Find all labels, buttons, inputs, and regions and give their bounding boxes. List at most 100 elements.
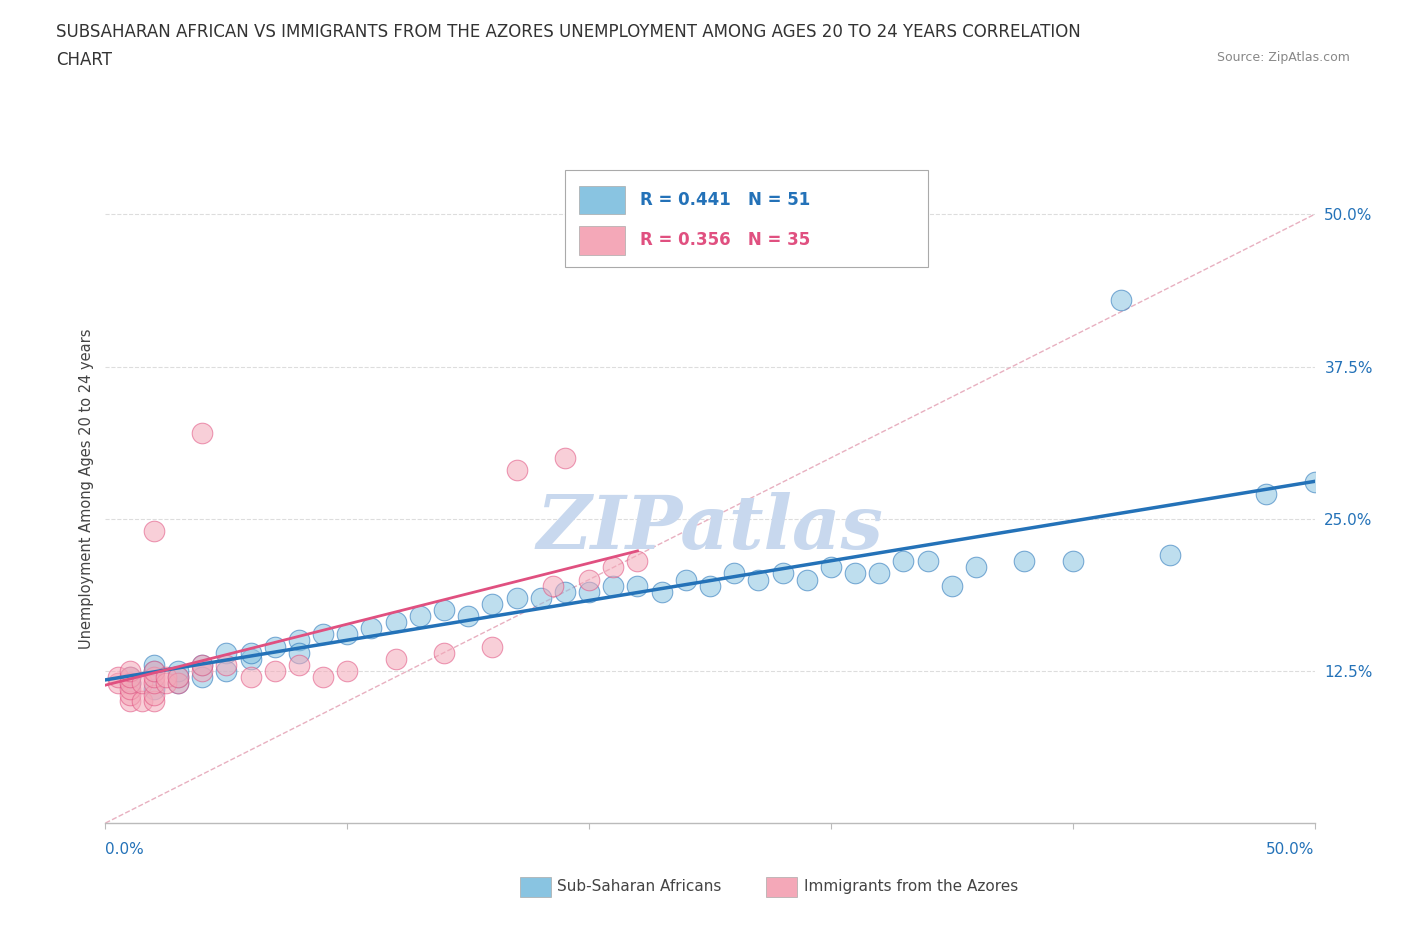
Point — [1109, 292, 1132, 307]
Point — [384, 651, 406, 666]
Point — [118, 682, 141, 697]
Point — [131, 694, 153, 709]
Point — [1303, 474, 1326, 489]
Point — [191, 426, 214, 441]
Point — [167, 670, 190, 684]
Point — [626, 554, 648, 569]
Point — [118, 675, 141, 690]
Point — [505, 462, 527, 477]
Point — [1014, 554, 1036, 569]
Point — [747, 572, 769, 587]
Point — [167, 675, 190, 690]
Point — [336, 663, 359, 678]
Point — [142, 524, 165, 538]
Point — [312, 670, 335, 684]
Point — [107, 670, 129, 684]
Point — [651, 584, 673, 599]
Point — [505, 591, 527, 605]
Bar — [579, 186, 626, 215]
Point — [191, 658, 214, 672]
Point — [541, 578, 564, 593]
Point — [142, 670, 165, 684]
Point — [312, 627, 335, 642]
Point — [772, 566, 794, 581]
Point — [118, 675, 141, 690]
Point — [288, 645, 311, 660]
Point — [796, 572, 818, 587]
Point — [131, 675, 153, 690]
Point — [336, 627, 359, 642]
Point — [239, 651, 262, 666]
Point — [384, 615, 406, 630]
Point — [191, 663, 214, 678]
Point — [602, 560, 624, 575]
Point — [554, 584, 576, 599]
Point — [844, 566, 866, 581]
Point — [433, 645, 456, 660]
FancyBboxPatch shape — [565, 170, 928, 267]
Point — [868, 566, 890, 581]
Point — [107, 675, 129, 690]
Point — [167, 670, 190, 684]
Text: ZIPatlas: ZIPatlas — [537, 492, 883, 565]
Point — [118, 688, 141, 703]
Point — [142, 663, 165, 678]
Point — [239, 670, 262, 684]
Text: Immigrants from the Azores: Immigrants from the Azores — [804, 879, 1018, 894]
Point — [142, 682, 165, 697]
Point — [433, 603, 456, 618]
Point — [965, 560, 987, 575]
Text: CHART: CHART — [56, 51, 112, 69]
Point — [118, 670, 141, 684]
Point — [457, 608, 479, 623]
Point — [675, 572, 697, 587]
Point — [142, 694, 165, 709]
Point — [118, 663, 141, 678]
Point — [578, 572, 600, 587]
Point — [215, 645, 238, 660]
Text: R = 0.356   N = 35: R = 0.356 N = 35 — [640, 232, 810, 249]
Text: 50.0%: 50.0% — [1267, 842, 1315, 857]
Point — [142, 688, 165, 703]
Y-axis label: Unemployment Among Ages 20 to 24 years: Unemployment Among Ages 20 to 24 years — [79, 328, 94, 648]
Point — [723, 566, 745, 581]
Point — [699, 578, 721, 593]
Point — [191, 658, 214, 672]
Point — [167, 675, 190, 690]
Point — [142, 658, 165, 672]
Point — [481, 639, 503, 654]
Text: SUBSAHARAN AFRICAN VS IMMIGRANTS FROM THE AZORES UNEMPLOYMENT AMONG AGES 20 TO 2: SUBSAHARAN AFRICAN VS IMMIGRANTS FROM TH… — [56, 23, 1081, 41]
Point — [215, 663, 238, 678]
Point — [626, 578, 648, 593]
Point — [409, 608, 432, 623]
Point — [530, 591, 553, 605]
Point — [142, 675, 165, 690]
Point — [941, 578, 963, 593]
Text: Source: ZipAtlas.com: Source: ZipAtlas.com — [1216, 51, 1350, 64]
Text: 0.0%: 0.0% — [105, 842, 145, 857]
Point — [155, 675, 177, 690]
Point — [578, 584, 600, 599]
Point — [554, 450, 576, 465]
Point — [1062, 554, 1084, 569]
Point — [155, 670, 177, 684]
Point — [1256, 487, 1278, 502]
Bar — [579, 226, 626, 255]
Point — [288, 633, 311, 648]
Point — [917, 554, 939, 569]
Point — [820, 560, 842, 575]
Point — [167, 663, 190, 678]
Text: R = 0.441   N = 51: R = 0.441 N = 51 — [640, 192, 810, 209]
Point — [239, 645, 262, 660]
Text: Sub-Saharan Africans: Sub-Saharan Africans — [557, 879, 721, 894]
Point — [1159, 548, 1181, 563]
Point — [288, 658, 311, 672]
Point — [360, 621, 382, 636]
Point — [191, 670, 214, 684]
Point — [263, 639, 285, 654]
Point — [118, 694, 141, 709]
Point — [602, 578, 624, 593]
Point — [118, 670, 141, 684]
Point — [142, 663, 165, 678]
Point — [215, 658, 238, 672]
